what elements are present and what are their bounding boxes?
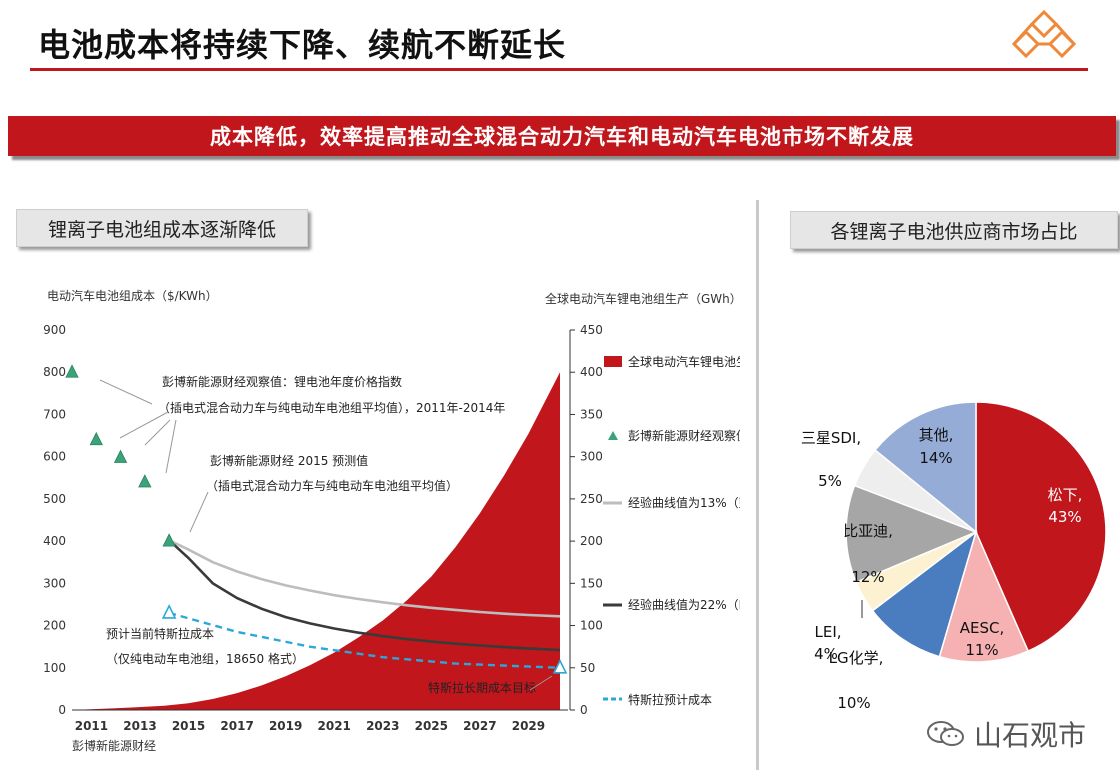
banner: 成本降低，效率提高推动全球混合动力汽车和电动汽车电池市场不断发展 [8,116,1116,156]
left-tick-9: 900 [43,323,66,337]
legend-observed: 彭博新能源财经观察值 [628,428,740,443]
observed-point-2 [113,449,128,463]
pie-label-samsung-value: 5% [818,472,842,490]
right-tick-8: 400 [580,365,603,379]
left-tick-3: 300 [43,576,66,590]
left-tick-6: 600 [43,450,66,464]
legend-marker-observed [608,431,618,440]
pie-label-lei-name: LEI, [814,623,841,641]
annotation-observed-2: （插电式混合动力车与纯电动车电池组平均值），2011年-2014年 [158,400,505,415]
right-tick-9: 450 [580,323,603,337]
page-title: 电池成本将持续下降、续航不断延长 [38,26,567,64]
legend-curve-13: 经验曲线值为13%（彭博新能源财经观察数值） [628,495,740,510]
pie-slice-2 [871,530,978,658]
observed-point-0 [65,364,79,378]
annotation-tesla-target: 特斯拉长期成本目标 [428,680,536,695]
x-tick-4: 2019 [269,719,302,733]
pie-slice-6 [874,401,977,534]
x-tick-3: 2017 [220,719,253,733]
annotation-tesla-current-2: （仅纯电动车电池组，18650 格式） [106,651,304,666]
observed-point-1 [89,431,103,446]
pie-slice-0 [975,401,1107,653]
annotation-forecast-2: （插电式混合动力车与纯电动车电池组平均值） [206,478,458,493]
x-tick-8: 2027 [463,719,496,733]
right-tick-5: 250 [580,492,603,506]
pie-label-aesc-value: 11% [965,641,998,659]
callout-lines [99,379,553,691]
x-tick-6: 2023 [366,719,399,733]
pie-slice-1 [938,529,1030,663]
x-tick-5: 2021 [318,719,351,733]
tesla-marker-1 [552,658,568,674]
series-line-4 [168,611,561,669]
pie-label-lg-value: 10% [837,694,870,712]
legend-tesla: 特斯拉预计成本 [628,692,712,707]
left-tick-5: 500 [43,492,66,506]
legend-production: 全球电动汽车锂电池生产 [628,354,740,369]
pie-label-other-value: 14% [919,449,952,467]
x-tick-2: 2015 [172,719,205,733]
right-axis-label: 全球电动汽车锂电池组生产（GWh） [545,291,740,306]
brand-logo-icon [1011,9,1077,59]
right-tick-7: 350 [580,407,603,421]
right-tick-4: 200 [580,534,603,548]
panel-divider [756,200,759,770]
left-tick-1: 100 [43,661,66,675]
right-panel-title: 各锂离子电池供应商市场占比 [790,211,1118,249]
pie-label-lg-name: LG化学, [829,649,884,667]
wechat-icon [926,721,964,746]
chart-source: 彭博新能源财经 [72,738,156,753]
left-axis-label: 电动汽车电池组成本（$/KWh） [47,288,218,303]
x-tick-1: 2013 [123,719,156,733]
series-line-3 [168,539,561,652]
pie-label-aesc-name: AESC, [960,619,1005,637]
right-tick-6: 300 [580,450,603,464]
pie-label-panasonic-value: 43% [1048,508,1081,526]
watermark: 山石观市 [926,714,1086,754]
watermark-text: 山石观市 [973,719,1086,752]
pie-label-byd-name: 比亚迪, [843,522,893,540]
battery-cost-chart: 0 100 200 300 400 500 600 700 800 900 0 50 100 150 200… [43,288,740,753]
right-tick-1: 50 [580,661,595,675]
supplier-share-pie: 松下, 43% AESC, 11% LG化学, 10% LEI, 4% 比亚迪,… [801,401,1107,712]
title-rule [30,68,1088,71]
right-tick-3: 150 [580,576,603,590]
pie-label-byd-value: 12% [851,568,884,586]
observed-point-3 [138,474,152,488]
production-area [72,372,560,710]
annotation-observed-1: 彭博新能源财经观察值：锂电池年度价格指数 [162,374,402,389]
annotation-forecast-1: 彭博新能源财经 2015 预测值 [210,453,368,468]
observed-point-4 [162,533,176,547]
pie-label-other-name: 其他, [919,426,954,444]
right-tick-0: 0 [580,703,588,717]
left-tick-8: 800 [43,365,66,379]
pie-slice-4 [845,484,979,584]
legend-curve-22: 经验曲线值为22%（LiB消费者锂电池历史数值） [628,597,740,612]
tesla-marker-0 [161,604,177,619]
legend-swatch-production [604,356,622,367]
right-tick-2: 100 [580,619,603,633]
left-panel-title: 锂离子电池组成本逐渐降低 [16,209,308,247]
left-tick-7: 700 [43,407,66,421]
series-line-2 [168,539,561,618]
left-tick-2: 200 [43,619,66,633]
pie-label-lei-value: 4% [814,645,838,663]
x-tick-0: 2011 [75,719,108,733]
pie-label-panasonic-name: 松下, [1048,486,1083,504]
x-tick-9: 2029 [512,719,545,733]
pie-label-samsung-name: 三星SDI, [801,429,861,447]
left-tick-0: 0 [58,703,66,717]
annotation-tesla-current-1: 预计当前特斯拉成本 [106,626,214,641]
chart-legend: 全球电动汽车锂电池生产 彭博新能源财经观察值 经验曲线值为13%（彭博新能源财经… [603,354,740,707]
x-tick-7: 2025 [415,719,448,733]
left-tick-4: 400 [43,534,66,548]
